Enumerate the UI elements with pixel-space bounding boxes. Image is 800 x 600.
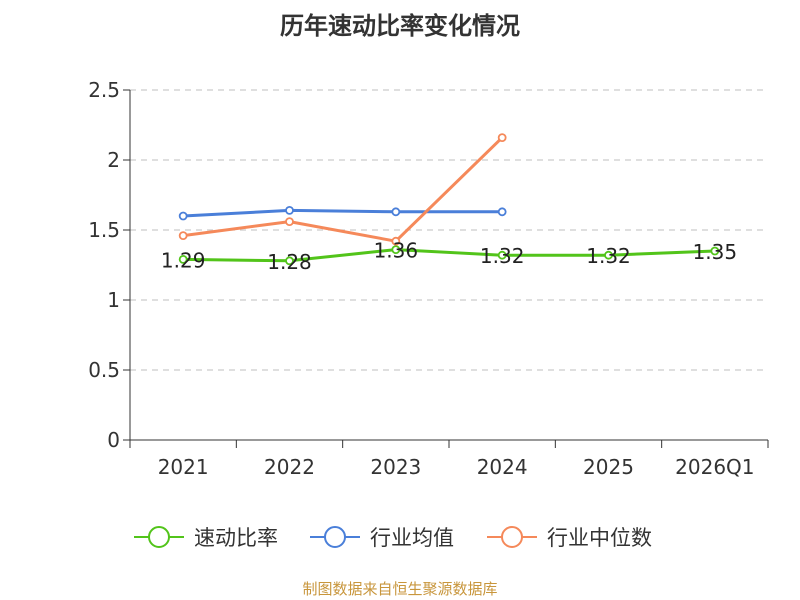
legend-label: 行业均值 <box>370 526 454 550</box>
x-tick-label: 2021 <box>158 455 209 479</box>
y-tick-label: 0.5 <box>88 358 120 382</box>
data-label: 1.36 <box>374 239 419 263</box>
y-tick-label: 1.5 <box>88 218 120 242</box>
data-point <box>497 133 507 143</box>
x-tick-label: 2024 <box>477 455 528 479</box>
data-labels: 1.29 1.28 1.36 1.32 1.32 1.35 <box>161 239 737 274</box>
data-point <box>285 217 294 227</box>
y-tick-label: 0 <box>107 428 120 452</box>
series-line-0 <box>183 248 715 263</box>
series-line-1 <box>183 208 503 218</box>
data-label: 1.35 <box>693 240 738 264</box>
data-label: 1.29 <box>161 248 206 272</box>
data-label: 1.28 <box>267 250 312 274</box>
series-line-2 <box>183 136 504 243</box>
grid-lines <box>130 89 768 371</box>
chart-title: 历年速动比率变化情况 <box>280 12 520 40</box>
data-point <box>285 205 294 215</box>
legend-label: 速动比率 <box>194 526 278 550</box>
data-point <box>497 207 507 217</box>
data-point <box>710 246 720 256</box>
y-tick-label: 2 <box>107 148 120 172</box>
data-point <box>285 256 294 266</box>
series-group <box>178 133 720 266</box>
data-point <box>391 207 401 217</box>
source-note: 制图数据来自恒生聚源数据库 <box>302 580 498 598</box>
x-tick-label: 2022 <box>264 455 315 479</box>
legend-label: 行业中位数 <box>547 526 652 550</box>
legend: 速动比率 行业均值 行业中位数 <box>134 526 652 550</box>
legend-swatch-marker <box>501 526 523 548</box>
x-tick-label: 2023 <box>370 455 421 479</box>
data-point <box>391 236 401 246</box>
y-tick-label: 2.5 <box>88 78 120 102</box>
data-label: 1.32 <box>480 244 525 268</box>
legend-swatch-marker <box>148 526 170 548</box>
axes: 0 0.5 1 1.5 2 2.5 2021 2022 2023 2024 2025 2026Q1 <box>88 78 769 479</box>
data-label: 1.32 <box>586 244 631 268</box>
y-tick-label: 1 <box>107 288 120 312</box>
data-point <box>604 250 613 260</box>
data-point <box>391 245 401 255</box>
legend-swatch-marker <box>324 526 346 548</box>
x-tick-label: 2025 <box>583 455 634 479</box>
x-tick-label: 2026Q1 <box>675 455 754 479</box>
data-point <box>178 211 188 221</box>
data-point <box>178 254 188 264</box>
data-point <box>497 250 507 260</box>
data-point <box>178 231 188 241</box>
